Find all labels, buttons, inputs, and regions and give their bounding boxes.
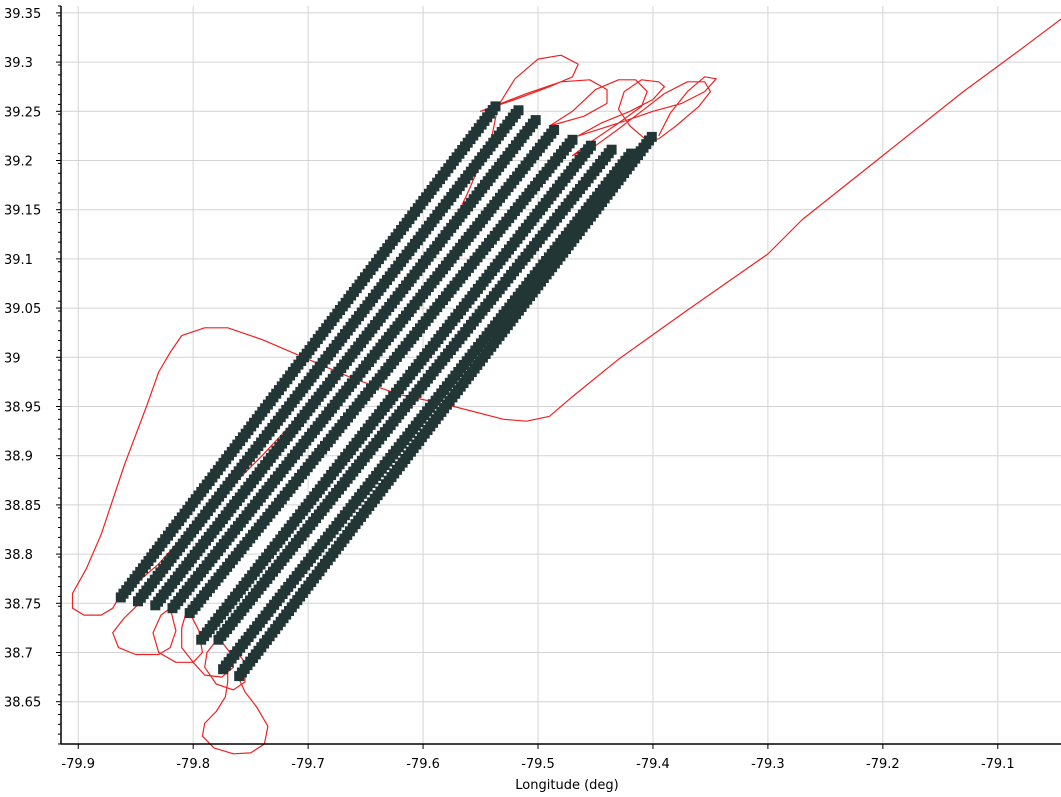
- survey-marker: [530, 115, 541, 126]
- survey-marker: [585, 140, 596, 151]
- survey-markers: [115, 101, 657, 682]
- y-tick-label: 39.1: [4, 253, 33, 268]
- survey-marker: [606, 144, 617, 155]
- x-tick-label: -79.6: [406, 757, 440, 772]
- x-tick-label: -79.4: [636, 757, 670, 772]
- y-tick-label: 39.2: [4, 154, 33, 169]
- y-tick-label: 38.9: [4, 450, 33, 465]
- y-tick-label: 39.05: [4, 302, 41, 317]
- flight-track-line: [112, 600, 269, 755]
- y-axis-ticks: 38.65 38.7 38.75 38.8 38.85 38.9 38.95 39 39.05 3…: [4, 5, 61, 745]
- x-tick-label: -79.7: [291, 757, 325, 772]
- x-axis-ticks: -79.9 -79.8 -79.7 -79.6 -79.5 -79.4 -79.3 -79.2…: [61, 744, 1015, 772]
- y-tick-label: 38.65: [4, 696, 41, 711]
- y-tick-label: 38.8: [4, 548, 33, 563]
- flight-track-line: [71, 18, 1061, 616]
- x-tick-label: -79.8: [176, 757, 210, 772]
- survey-marker: [567, 134, 578, 145]
- x-axis-title: Longitude (deg): [515, 778, 618, 793]
- survey-marker: [490, 101, 501, 112]
- y-tick-label: 38.7: [4, 646, 33, 661]
- y-tick-label: 38.95: [4, 400, 41, 415]
- x-tick-label: -79.2: [866, 757, 900, 772]
- y-tick-label: 39.3: [4, 56, 33, 71]
- survey-marker: [513, 105, 524, 116]
- x-tick-label: -79.3: [751, 757, 785, 772]
- y-tick-label: 39: [4, 351, 21, 366]
- y-tick-label: 39.25: [4, 105, 41, 120]
- x-tick-label: -79.1: [981, 757, 1015, 772]
- y-tick-label: 38.75: [4, 597, 41, 612]
- x-tick-label: -79.5: [521, 757, 555, 772]
- y-tick-label: 39.35: [4, 7, 41, 22]
- y-tick-label: 38.85: [4, 499, 41, 514]
- x-tick-label: -79.9: [61, 757, 95, 772]
- survey-marker: [646, 131, 657, 142]
- axes: [60, 6, 1061, 745]
- y-tick-label: 39.15: [4, 204, 41, 219]
- survey-marker: [549, 125, 560, 135]
